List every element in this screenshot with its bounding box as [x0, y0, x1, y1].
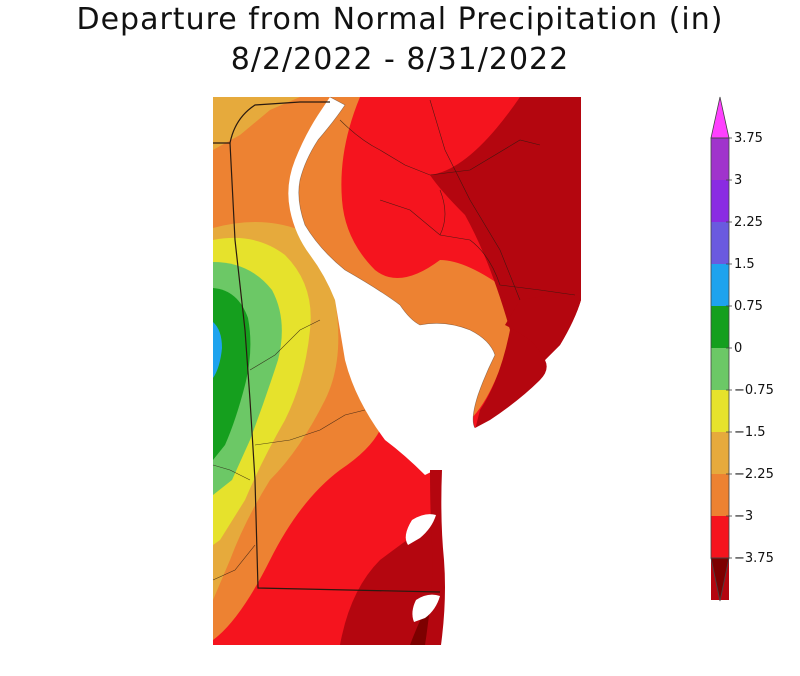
legend-bin — [711, 306, 729, 348]
atlantic-ocean — [439, 470, 581, 645]
rehoboth-bay — [405, 514, 436, 545]
legend-tick-label: −3 — [734, 509, 753, 524]
cape-may-peninsula — [505, 290, 581, 360]
legend-tick-label: 0.75 — [734, 299, 763, 314]
legend-tick-label: 1.5 — [734, 257, 755, 272]
legend-tick-label: 2.25 — [734, 215, 763, 230]
state-borders — [213, 101, 441, 593]
legend-upper-arrow — [710, 96, 730, 139]
legend-tick-label: −0.75 — [734, 383, 774, 398]
map-title-line-1: Departure from Normal Precipitation (in) — [76, 2, 724, 37]
legend-tick-label: 0 — [734, 341, 742, 356]
pa-de-border — [213, 101, 330, 144]
legend-bin — [711, 348, 729, 390]
county-line-3 — [429, 99, 521, 301]
coastal-strip — [425, 470, 445, 645]
legend-tick-label: −2.25 — [734, 467, 774, 482]
legend-bin — [711, 180, 729, 222]
md-county-line — [212, 544, 256, 581]
legend-bin — [711, 390, 729, 432]
map-fill-layer — [213, 97, 581, 645]
legend-tick-label: 3.75 — [734, 131, 763, 146]
county-line-2 — [379, 199, 576, 296]
shade-blue — [213, 322, 222, 378]
nc-kent-line — [249, 319, 321, 371]
legend-bin — [711, 138, 729, 180]
legend-colorbar: 3.75 3 2.25 1.5 0.75 0 −0.75 −1.5 −2.25 −3 −3.75 — [710, 96, 774, 602]
md-county-line-2 — [212, 464, 251, 481]
md-de-border — [229, 142, 441, 593]
shade-light-orange-north — [213, 97, 300, 150]
map-title-line-2: 8/2/2022 - 8/31/2022 — [230, 42, 570, 77]
county-line-1 — [339, 119, 541, 176]
legend-bin — [711, 264, 729, 306]
county-line-4 — [439, 189, 446, 236]
legend-bin — [711, 432, 729, 474]
legend-tick-label: −3.75 — [734, 551, 774, 566]
legend-tick-label: −1.5 — [734, 425, 766, 440]
legend-tick-label: 3 — [734, 173, 742, 188]
bay-shoreline — [298, 96, 496, 429]
legend-bin — [711, 222, 729, 264]
shade-green — [213, 288, 251, 460]
kent-sussex-line — [254, 409, 366, 446]
county-borders — [212, 99, 576, 581]
indian-river-bay — [412, 594, 440, 622]
legend-bin — [711, 474, 729, 516]
legend-bin — [711, 516, 729, 558]
